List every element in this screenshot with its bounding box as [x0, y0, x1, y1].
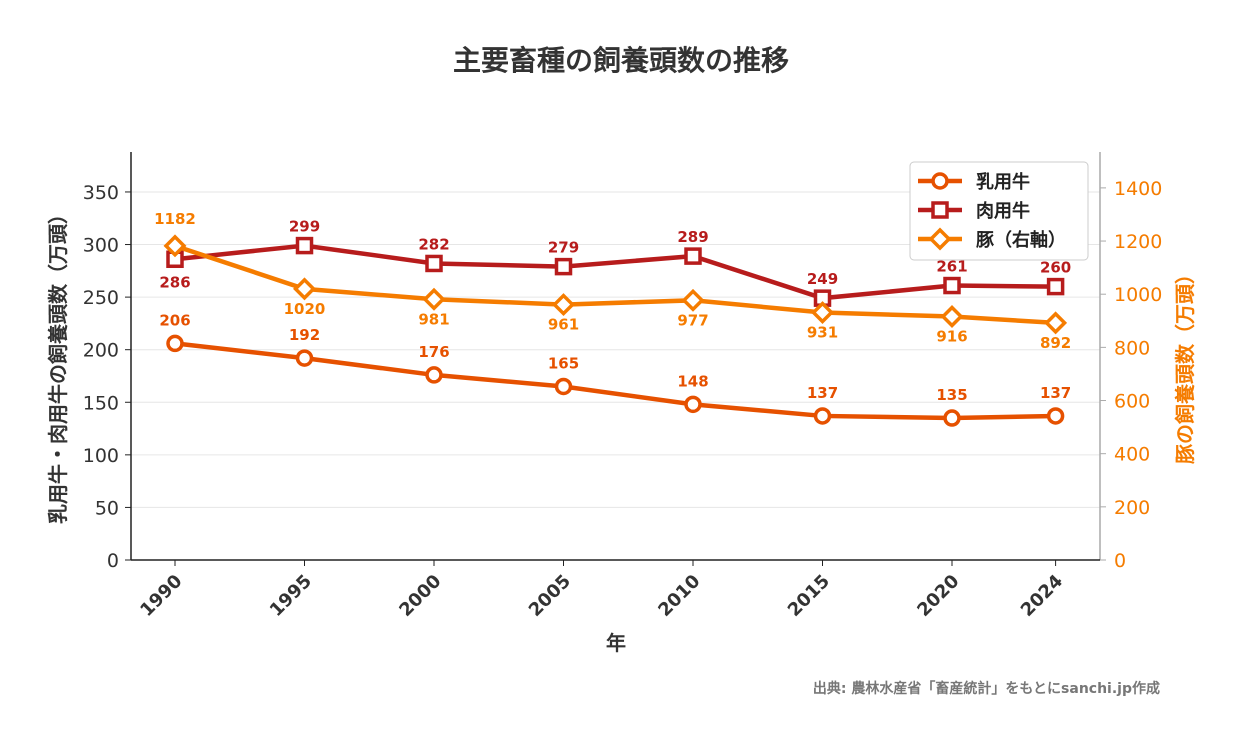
data-label: 1182: [154, 210, 196, 228]
data-label: 977: [677, 311, 708, 329]
legend-marker: [931, 201, 949, 219]
x-axis-label: 年: [606, 631, 626, 655]
data-label: 261: [936, 258, 967, 276]
data-label: 1020: [284, 300, 326, 318]
y-tick-label: 150: [83, 392, 119, 414]
y2-tick-label: 600: [1114, 391, 1150, 413]
legend-label: 豚（右軸）: [976, 229, 1066, 251]
legend-marker: [928, 227, 952, 251]
data-point-diamond: [552, 293, 575, 317]
data-label: 282: [418, 235, 449, 253]
data-label: 165: [548, 354, 579, 372]
data-point-diamond: [163, 234, 187, 258]
data-label: 286: [159, 273, 190, 291]
data-point-square: [1046, 277, 1065, 296]
data-label: 176: [418, 343, 449, 361]
series-line-diamond: [174, 243, 1056, 326]
data-label: 260: [1040, 259, 1071, 277]
data-point-square: [425, 254, 443, 273]
y2-tick-label: 1400: [1114, 178, 1162, 200]
data-label: 892: [1040, 334, 1071, 352]
series-line-square: [174, 243, 1056, 301]
data-point-circle: [295, 349, 314, 367]
y2-tick-label: 400: [1114, 444, 1150, 466]
x-tick-label: 2000: [395, 571, 445, 621]
data-point-circle: [425, 366, 443, 384]
legend-label: 肉用牛: [976, 200, 1030, 222]
data-label: 137: [1040, 384, 1071, 402]
data-point-circle: [943, 409, 961, 427]
x-tick-label: 2010: [654, 571, 704, 621]
data-label: 916: [936, 328, 967, 346]
data-point-diamond: [293, 277, 316, 301]
data-point-square: [943, 276, 961, 295]
y-tick-label: 50: [95, 497, 119, 519]
x-tick-label: 2020: [913, 571, 963, 621]
y-tick-label: 300: [83, 235, 119, 257]
data-label: 249: [807, 270, 838, 288]
data-point-diamond: [681, 288, 705, 312]
data-label: 279: [548, 239, 579, 257]
y-tick-label: 350: [83, 182, 119, 204]
data-point-circle: [684, 395, 702, 414]
y-tick-label: 200: [83, 340, 119, 362]
data-label: 299: [289, 218, 320, 236]
y-tick-label: 100: [83, 445, 119, 467]
data-point-square: [295, 236, 314, 255]
series-line-circle: [174, 341, 1056, 421]
y2-tick-label: 200: [1114, 497, 1150, 519]
y2-tick-label: 1000: [1114, 284, 1162, 306]
data-point-circle: [554, 377, 573, 396]
data-label: 148: [677, 372, 708, 390]
data-point-square: [554, 257, 573, 276]
data-label: 192: [289, 326, 320, 344]
data-point-square: [684, 247, 702, 265]
x-tick-label: 2024: [1017, 571, 1067, 621]
x-tick-label: 2005: [525, 571, 575, 621]
x-tick-label: 1990: [136, 571, 186, 621]
data-point-circle: [1046, 407, 1065, 425]
data-label: 135: [936, 386, 967, 404]
x-tick-label: 1995: [266, 571, 316, 621]
y-tick-label: 0: [107, 550, 119, 572]
y-tick-label: 250: [83, 287, 119, 309]
y2-tick-label: 800: [1114, 337, 1150, 359]
y2-tick-label: 1200: [1114, 231, 1162, 253]
source-note: 出典: 農林水産省「畜産統計」をもとにsanchi.jp作成: [813, 680, 1160, 697]
y2-axis-label: 豚の飼養頭数（万頭）: [1173, 264, 1197, 464]
data-label: 289: [677, 228, 708, 246]
data-point-diamond: [811, 301, 834, 325]
data-point-diamond: [1044, 311, 1068, 335]
data-point-circle: [813, 407, 832, 425]
y-axis-label: 乳用牛・肉用牛の飼養頭数（万頭）: [46, 204, 70, 524]
data-point-diamond: [422, 287, 446, 311]
data-label: 931: [807, 324, 838, 342]
data-point-circle: [166, 334, 184, 353]
y2-tick-label: 0: [1114, 550, 1126, 572]
x-tick-label: 2015: [784, 571, 834, 621]
data-label: 961: [548, 316, 579, 334]
data-label: 206: [159, 311, 190, 329]
data-label: 981: [418, 310, 449, 328]
legend-label: 乳用牛: [976, 171, 1030, 193]
data-point-diamond: [940, 305, 964, 329]
chart-title: 主要畜種の飼養頭数の推移: [453, 44, 789, 77]
legend-marker: [931, 172, 949, 190]
data-label: 137: [807, 384, 838, 402]
